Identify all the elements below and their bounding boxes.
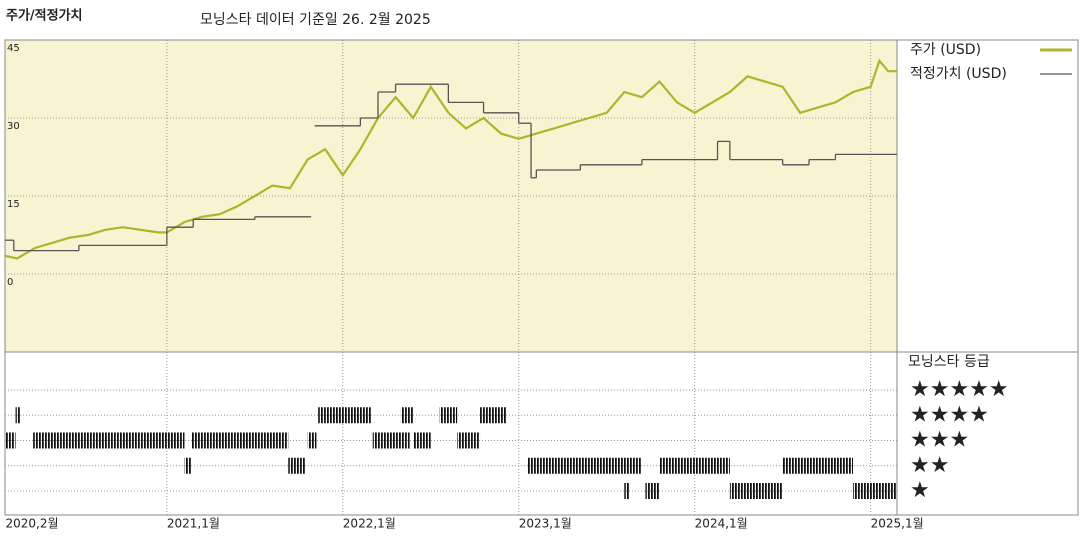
price-line [4,58,897,260]
rating-bar [853,483,897,499]
x-tick-label: 2025,1월 [871,517,924,531]
rating-bar [5,432,16,449]
x-tick-label: 2022,1월 [343,517,396,531]
rating-bar [729,483,783,499]
rating-label: ★★★ [910,428,969,453]
rating-bar [645,483,660,499]
rating-label: ★★★★ [910,402,989,427]
chart-title: 주가/적정가치 [6,8,83,24]
rating-bar [624,483,630,499]
rating-bar [439,407,458,424]
chart-subtitle: 모닝스타 데이터 기준일 26. 2월 2025 [200,12,431,28]
rating-bar [318,407,371,424]
rating-label: ★ [910,478,930,503]
x-tick-label: 2024,1월 [695,517,748,531]
rating-bar [288,457,306,474]
y-tick-label: 30 [7,121,20,132]
y-tick-label: 45 [7,43,20,54]
rating-bar [184,457,192,474]
rating-bar [307,432,317,449]
legend-label: 주가 (USD) [910,42,981,58]
rating-bar [527,457,642,474]
rating-bar [413,432,431,449]
rating-bar [457,432,481,449]
frame [4,39,1079,516]
rating-bar [782,457,854,474]
rating-label: ★★ [910,453,949,478]
rating-bar [400,407,414,424]
rating-label: ★★★★★ [910,377,1009,402]
rating-bar [480,407,507,424]
plot-background [5,40,897,352]
rating-bar [191,432,289,449]
rating-bar [15,407,21,424]
x-tick-label: 2021,1월 [167,517,220,531]
x-tick-label: 2020,2월 [6,517,59,531]
y-tick-label: 0 [7,277,13,288]
rating-bar [372,432,410,449]
x-tick-label: 2023,1월 [519,517,572,531]
legend-label: 적정가치 (USD) [910,66,1007,82]
rating-title: 모닝스타 등급 [908,354,990,370]
y-tick-label: 15 [7,199,20,210]
rating-bar [33,432,185,449]
rating-bar [659,457,730,474]
